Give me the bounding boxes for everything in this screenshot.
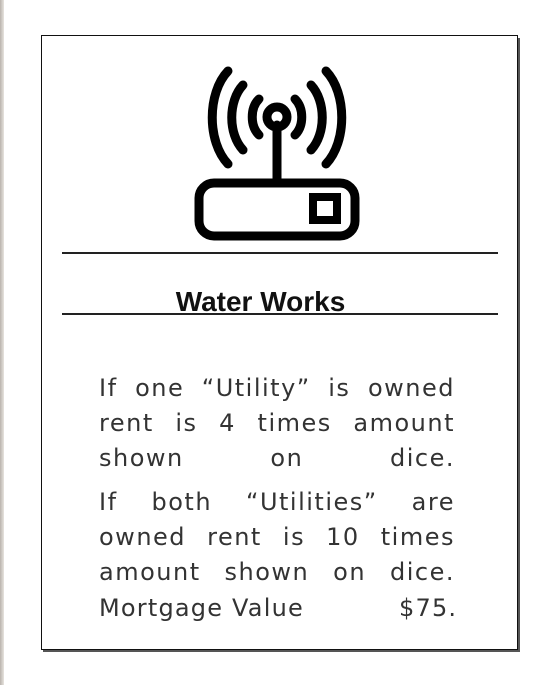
water-works-card: Water Works If one “Utility” is owned re… (41, 35, 518, 650)
title-top-divider (62, 252, 498, 254)
card-title: Water Works (175, 285, 346, 317)
both-utilities-rent-rule: If both “Utilities” are owned rent is 10… (99, 488, 455, 586)
title-bottom-divider (62, 313, 498, 315)
single-utility-rent-rule: If one “Utility” is owned rent is 4 time… (99, 374, 455, 472)
card-bottom-shadow (43, 650, 520, 652)
page-edge (0, 0, 4, 685)
wifi-router-icon (194, 66, 360, 241)
mortgage-value-amount: $75. (399, 594, 458, 622)
mortgage-value-label: Mortgage Value (99, 594, 304, 622)
card-right-shadow (518, 38, 520, 652)
